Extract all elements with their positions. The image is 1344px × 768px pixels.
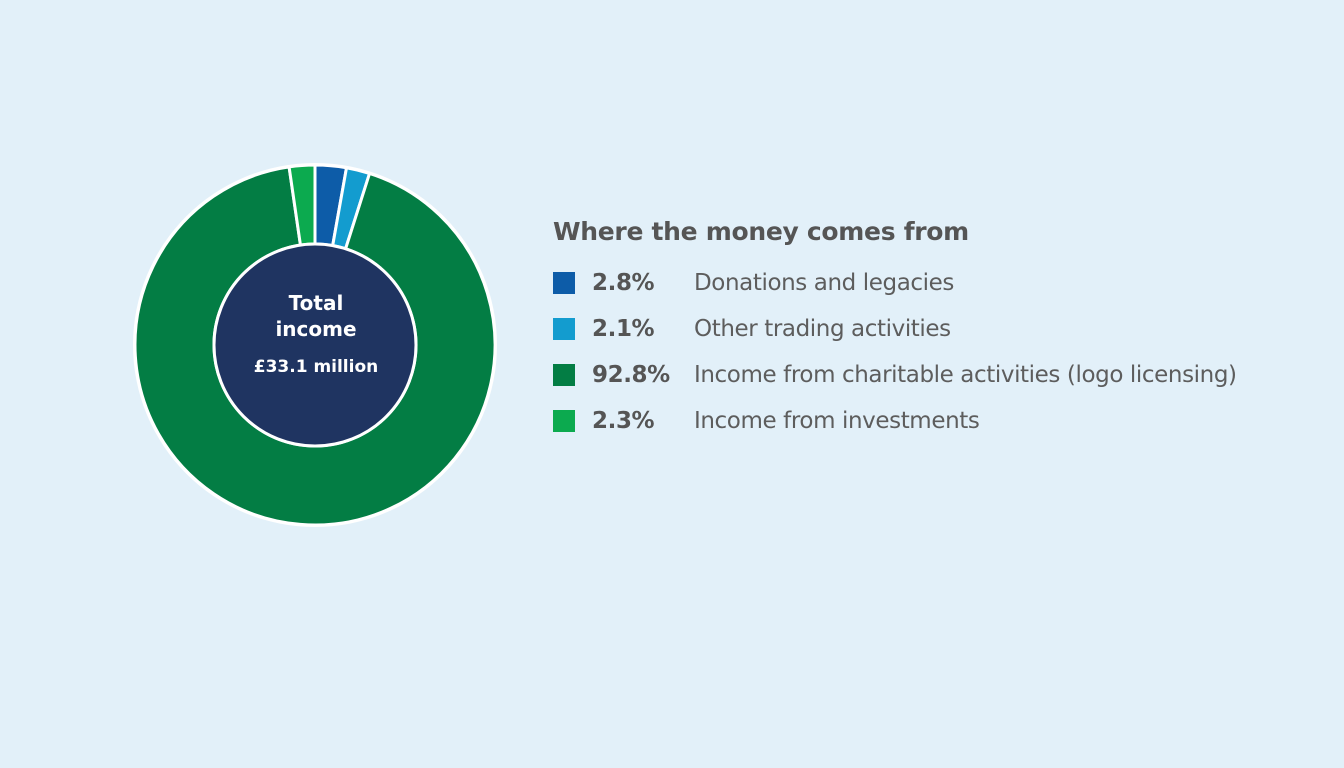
- legend-swatch-charitable: [553, 364, 575, 386]
- legend-item-investments: 2.3% Income from investments: [553, 398, 1237, 444]
- legend-swatch-donations: [553, 272, 575, 294]
- legend-value-donations: 2.8%: [592, 270, 655, 296]
- legend-label-investments: Income from investments: [694, 408, 980, 434]
- donut-center: [212, 242, 418, 448]
- legend-label-charitable: Income from charitable activities (logo …: [694, 362, 1237, 388]
- legend-value-investments: 2.3%: [592, 408, 655, 434]
- legend-value-trading: 2.1%: [592, 316, 655, 342]
- legend-label-trading: Other trading activities: [694, 316, 951, 342]
- donut-center-label: Total income £33.1 million: [215, 243, 417, 445]
- legend-label-donations: Donations and legacies: [694, 270, 954, 296]
- legend-value-charitable: 92.8%: [592, 362, 670, 388]
- legend: Where the money comes from 2.8% Donation…: [553, 214, 1237, 444]
- chart-title: Where the money comes from: [553, 217, 969, 246]
- legend-item-trading: 2.1% Other trading activities: [553, 306, 1237, 352]
- center-value: £33.1 million: [253, 357, 379, 377]
- legend-swatch-investments: [553, 410, 575, 432]
- legend-item-charitable: 92.8% Income from charitable activities …: [553, 352, 1237, 398]
- legend-swatch-trading: [553, 318, 575, 340]
- center-title: Total income: [275, 291, 357, 341]
- legend-item-donations: 2.8% Donations and legacies: [553, 260, 1237, 306]
